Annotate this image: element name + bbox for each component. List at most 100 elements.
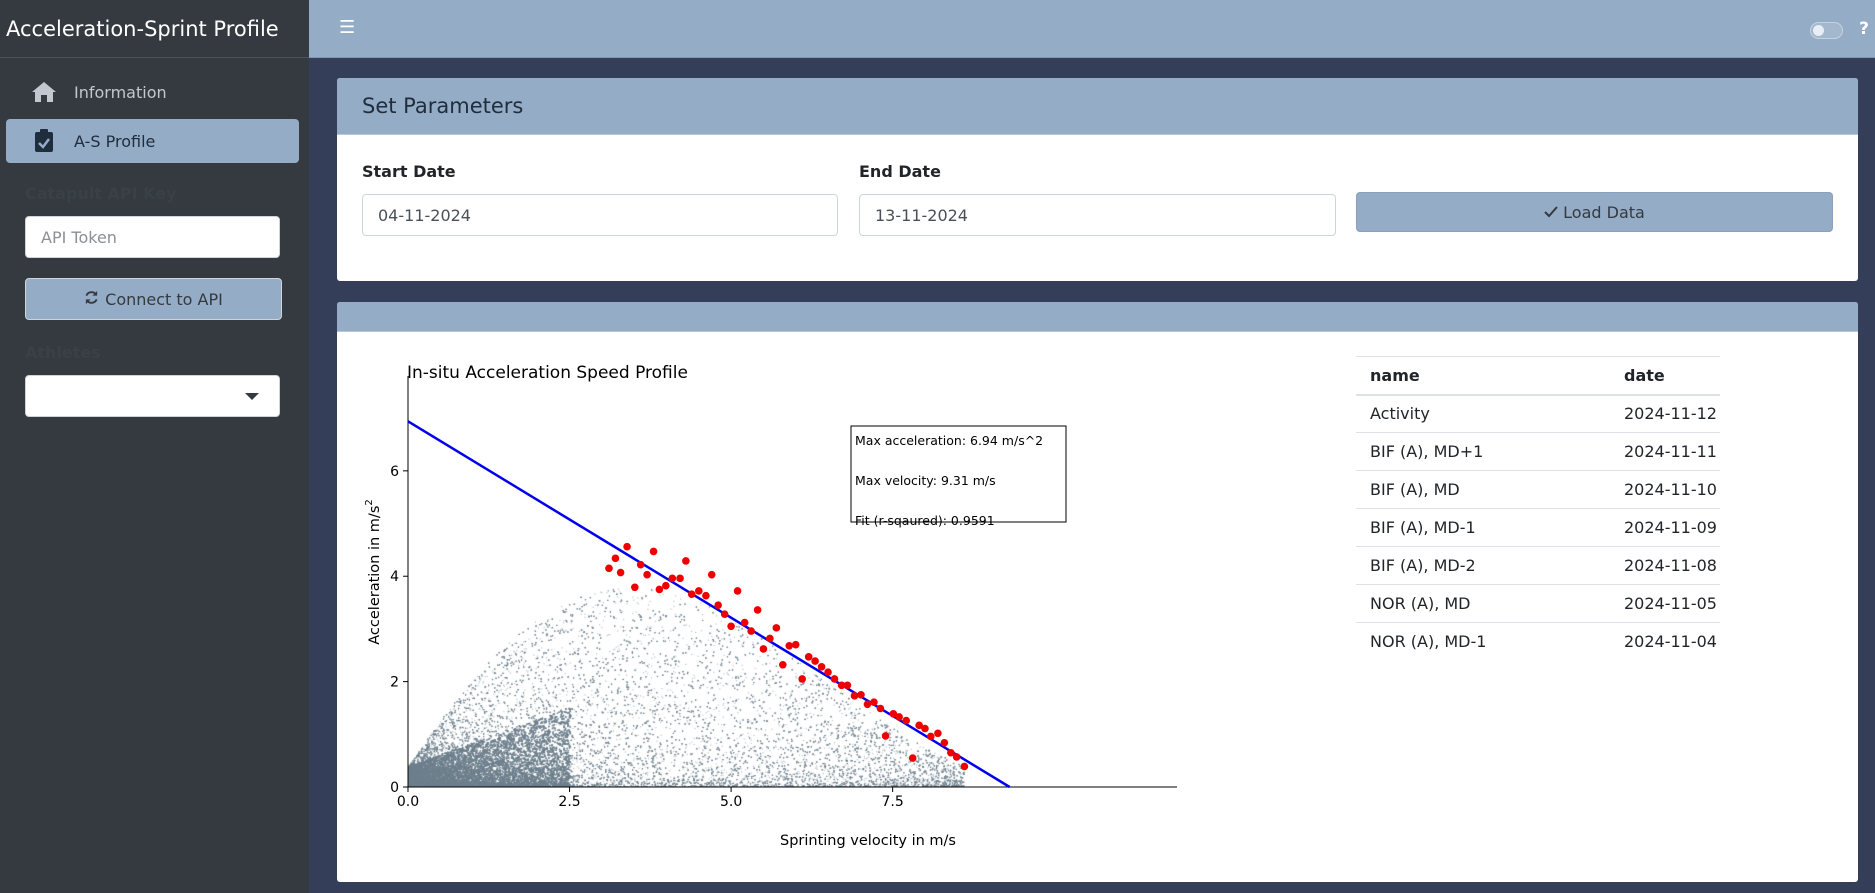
card-title: Set Parameters — [362, 94, 524, 118]
api-key-label: Catapult API Key — [25, 184, 177, 203]
cell-name: NOR (A), MD-1 — [1356, 622, 1610, 661]
check-icon — [1544, 203, 1558, 222]
table-row[interactable]: Activity 2024-11-12 — [1356, 394, 1720, 433]
chart-axes: 0.0 2.5 5.0 7.5 0 2 4 6 — [390, 376, 1177, 810]
max-point — [857, 690, 865, 699]
start-date-label: Start Date — [362, 162, 456, 181]
results-card-header — [337, 302, 1858, 332]
cell-name: BIF (A), MD+1 — [1356, 432, 1610, 471]
cell-date: 2024-11-05 — [1610, 584, 1720, 623]
table-header-row: name date — [1356, 356, 1720, 396]
x-tick-label: 5.0 — [720, 794, 742, 810]
home-icon — [30, 80, 58, 104]
max-point — [804, 653, 813, 661]
annotation-max-velocity: Max velocity: 9.31 m/s — [855, 473, 996, 488]
max-point — [843, 681, 852, 690]
y-axis-label-group: Acceleration in m/s2 — [364, 499, 383, 644]
connect-button-label: Connect to API — [105, 289, 223, 309]
results-card: In-situ Acceleration Speed Profile 0.0 2.… — [337, 302, 1858, 882]
athletes-select[interactable] — [25, 375, 280, 417]
annotation-fit: Fit (r-sqaured): 0.9591 — [855, 513, 995, 528]
max-point — [720, 610, 729, 618]
max-point — [611, 554, 620, 563]
max-point — [915, 721, 923, 730]
x-tick-label: 7.5 — [882, 794, 904, 810]
max-point — [740, 618, 749, 627]
max-point — [940, 738, 949, 747]
max-point — [747, 627, 755, 635]
max-point — [714, 601, 722, 610]
end-date-input[interactable]: 13-11-2024 — [859, 194, 1336, 236]
annotation-box — [850, 425, 1067, 523]
max-point — [881, 732, 890, 740]
toggle-knob — [1813, 25, 1824, 36]
connect-api-button[interactable]: Connect to API — [25, 278, 282, 320]
max-point — [921, 724, 929, 733]
cell-date: 2024-11-12 — [1610, 394, 1720, 433]
max-point — [830, 675, 839, 683]
sidebar-item-label: A-S Profile — [74, 131, 156, 151]
fit-line-layer — [407, 420, 1011, 789]
max-point — [960, 762, 969, 771]
start-date-input[interactable]: 04-11-2024 — [362, 194, 838, 236]
end-date-label: End Date — [859, 162, 941, 181]
app-title: Acceleration-Sprint Profile — [6, 16, 279, 41]
y-tick-label: 4 — [390, 569, 399, 585]
table-row[interactable]: BIF (A), MD-2 2024-11-08 — [1356, 546, 1720, 585]
menu-toggle-icon[interactable]: ☰ — [339, 17, 356, 38]
cell-name: Activity — [1356, 394, 1610, 433]
annotation-max-acceleration: Max acceleration: 6.94 m/s^2 — [855, 433, 1043, 448]
max-point — [772, 624, 781, 632]
athletes-label: Athletes — [25, 343, 101, 362]
max-point — [837, 681, 846, 690]
max-point — [791, 640, 800, 649]
max-point — [817, 663, 826, 671]
max-point — [655, 585, 664, 594]
max-point — [707, 570, 716, 579]
cell-date: 2024-11-11 — [1610, 432, 1720, 471]
sidebar-item-as-profile[interactable]: A-S Profile — [6, 119, 299, 163]
x-tick-label: 2.5 — [558, 794, 580, 810]
max-point — [947, 748, 955, 757]
max-point — [668, 574, 677, 583]
table-row[interactable]: BIF (A), MD+1 2024-11-11 — [1356, 432, 1720, 471]
max-point — [727, 622, 735, 631]
max-point — [631, 583, 639, 592]
chevron-down-icon — [245, 393, 259, 400]
help-icon[interactable]: ? — [1859, 19, 1869, 39]
max-point — [682, 557, 690, 565]
acceleration-speed-chart: In-situ Acceleration Speed Profile 0.0 2.… — [364, 363, 1177, 849]
cell-name: NOR (A), MD — [1356, 584, 1610, 623]
set-parameters-card: Set Parameters Start Date 04-11-2024 End… — [337, 78, 1858, 281]
clipboard-icon — [30, 129, 58, 153]
sessions-table: name date Activity 2024-11-12 BIF (A), MD… — [1356, 356, 1720, 661]
load-data-button[interactable]: Load Data — [1356, 192, 1833, 232]
sidebar-item-label: Information — [74, 82, 167, 102]
column-header-name[interactable]: name — [1356, 356, 1610, 396]
table-row[interactable]: NOR (A), MD-1 2024-11-04 — [1356, 622, 1720, 661]
x-tick-label: 0.0 — [397, 794, 419, 810]
api-token-input[interactable]: API Token — [25, 216, 280, 258]
max-point — [895, 713, 903, 721]
max-point — [889, 709, 898, 718]
table-row[interactable]: BIF (A), MD-1 2024-11-09 — [1356, 508, 1720, 547]
cell-date: 2024-11-08 — [1610, 546, 1720, 585]
max-point — [676, 574, 684, 583]
max-point — [759, 645, 768, 653]
dark-mode-toggle[interactable] — [1810, 22, 1843, 39]
sidebar-item-information[interactable]: Information — [6, 70, 299, 114]
cell-date: 2024-11-09 — [1610, 508, 1720, 547]
max-point — [811, 657, 819, 665]
table-row[interactable]: NOR (A), MD 2024-11-05 — [1356, 584, 1720, 623]
max-point — [702, 591, 710, 600]
load-button-label: Load Data — [1563, 202, 1645, 222]
table-row[interactable]: BIF (A), MD 2024-11-10 — [1356, 470, 1720, 509]
column-header-date[interactable]: date — [1610, 356, 1720, 396]
cell-name: BIF (A), MD — [1356, 470, 1610, 509]
chart-annotation: Max acceleration: 6.94 m/s^2 Max velocit… — [850, 425, 1067, 528]
fit-line — [407, 420, 1011, 789]
cell-name: BIF (A), MD-1 — [1356, 508, 1610, 547]
max-point — [694, 587, 703, 595]
max-point — [908, 754, 917, 762]
max-point — [876, 704, 885, 713]
